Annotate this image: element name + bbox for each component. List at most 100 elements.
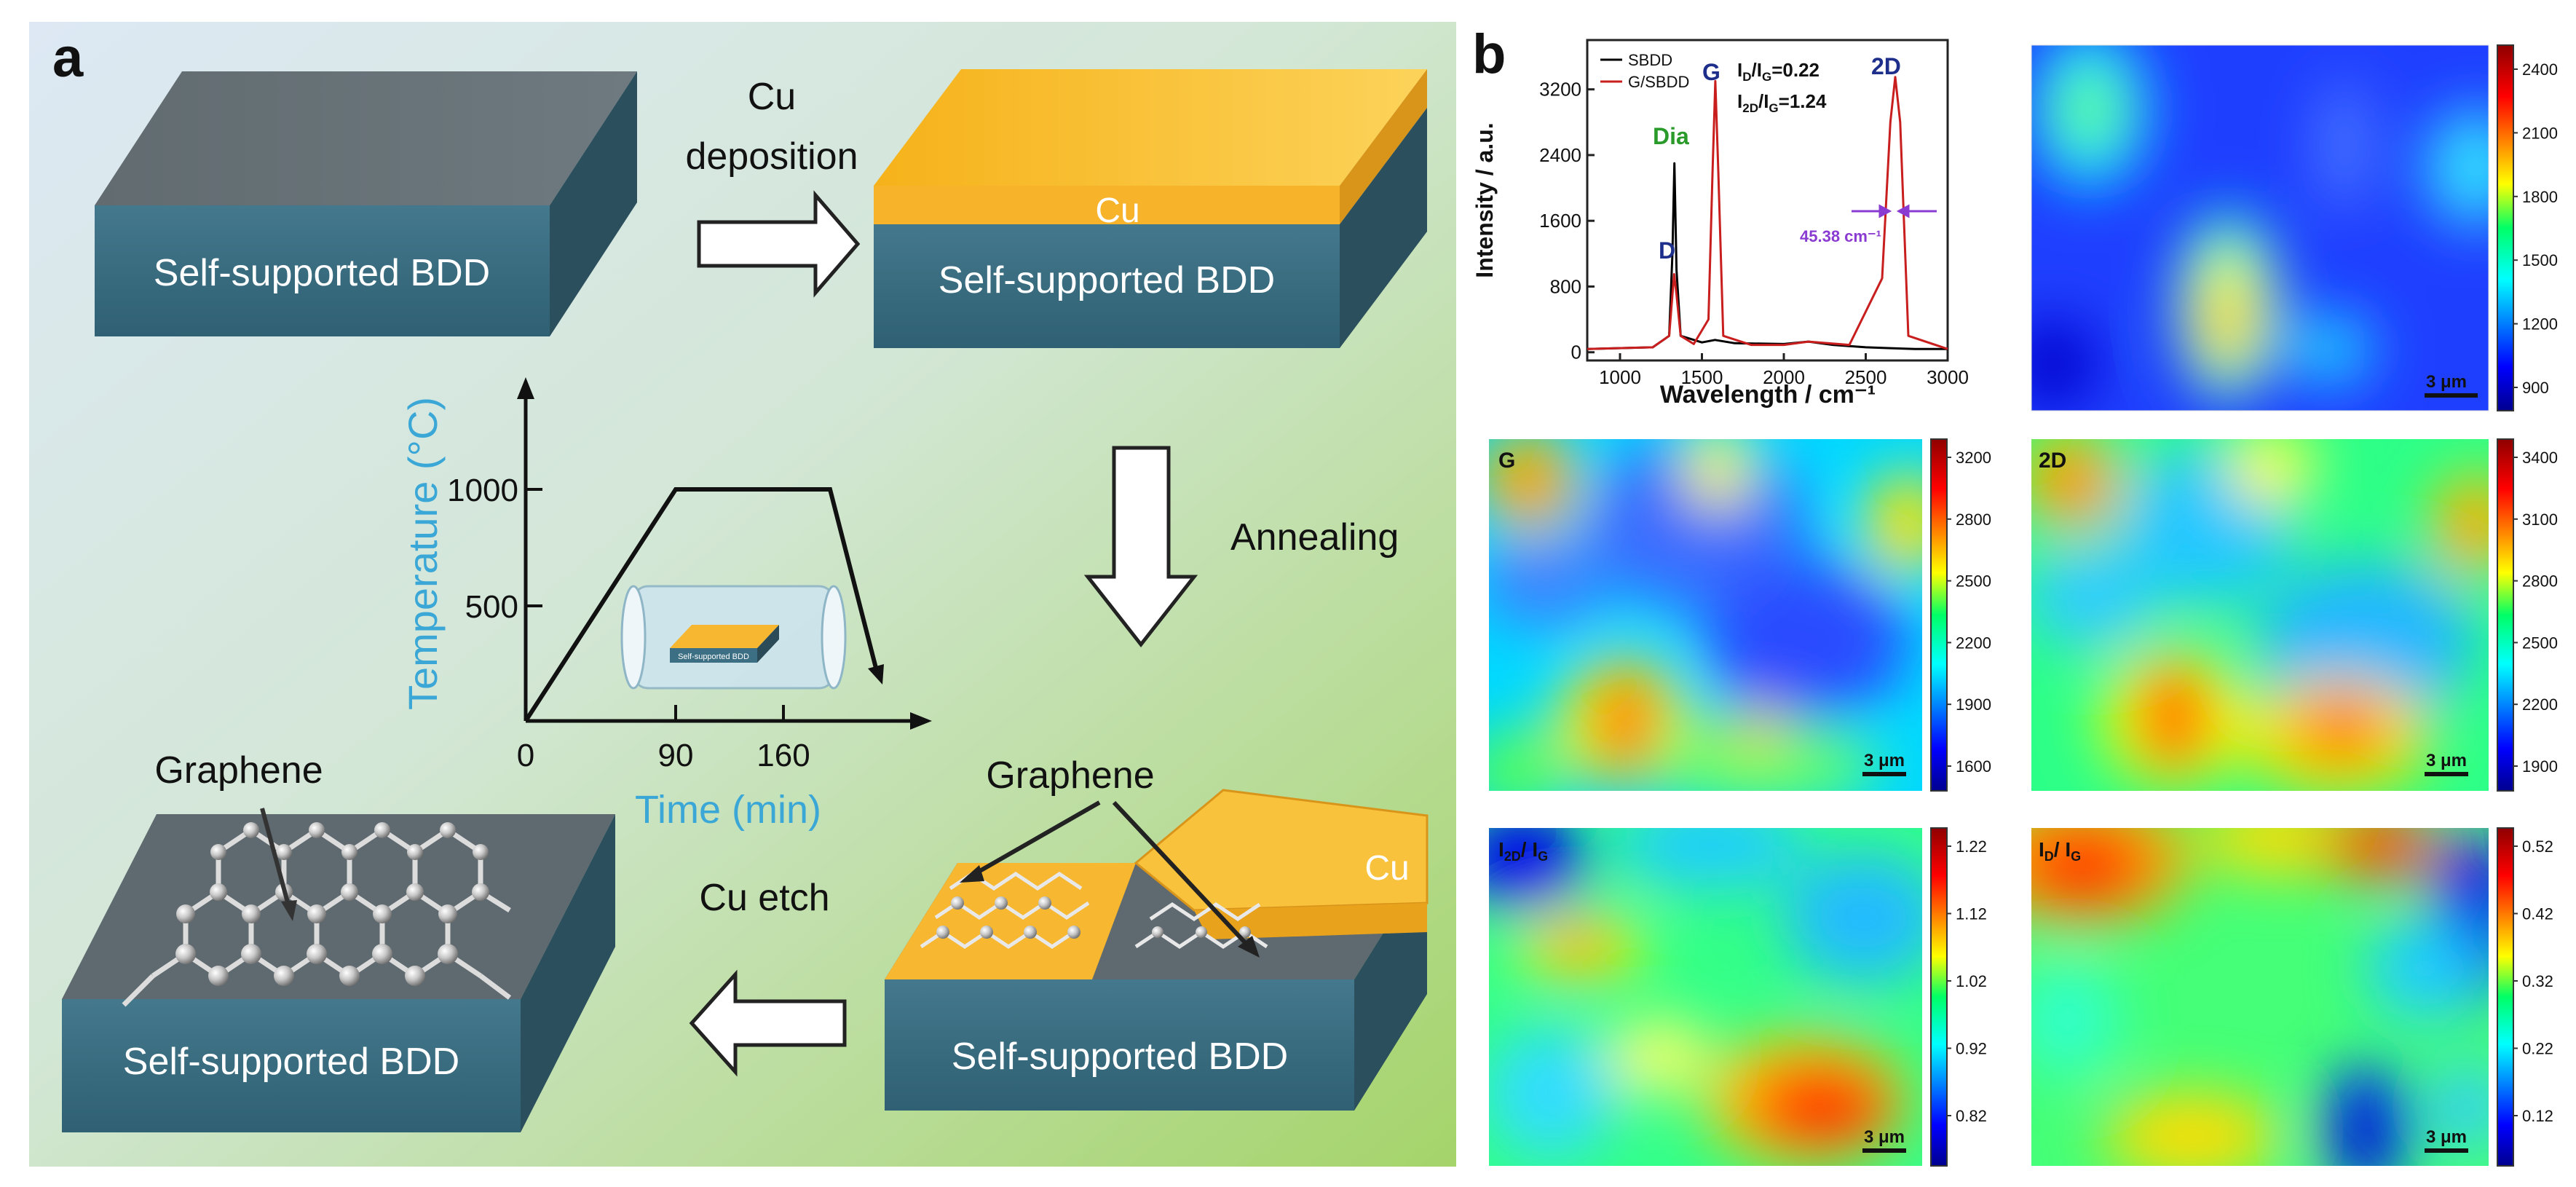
spectrum-ytick-label: 800 — [1550, 275, 1581, 297]
colorbar-tick-label: 2100 — [2522, 124, 2558, 142]
spectrum-ytick-label: 1600 — [1539, 210, 1581, 232]
profile-ylabel: Temperature (°C) — [400, 397, 446, 710]
colorbar-tick-label: 2800 — [1956, 510, 1991, 529]
colorbar-tick-label: 1900 — [1956, 695, 1991, 714]
spectrum-ylabel: Intensity / a.u. — [1471, 122, 1498, 277]
colorbar-tick-label: 2200 — [1956, 634, 1991, 652]
map-i2d-ig-colorbar — [1930, 827, 1948, 1167]
colorbar-tick-label: 1900 — [2522, 757, 2558, 776]
map-id-ig: ID/ IG 3 μm 0.52 0.42 0.32 0.22 0.12 — [2031, 827, 2553, 1167]
spectrum-series-gsbdd — [1587, 76, 1948, 350]
colorbar-tick-label: 2200 — [2522, 695, 2558, 714]
spectrum-ytick-label: 0 — [1571, 342, 1581, 363]
peak-label-dia: Dia — [1653, 123, 1689, 149]
cu-layer-label: Cu — [1095, 192, 1139, 230]
map-g-scale: 3 μm — [1864, 751, 1905, 770]
ratio-id-ig: ID/IG=0.22 — [1737, 59, 1820, 84]
spectrum-ytick-label: 3200 — [1539, 79, 1581, 100]
arrow-etch: Cu etch — [689, 877, 847, 1077]
colorbar-tick-label: 0.12 — [2522, 1107, 2553, 1125]
colorbar-tick-label: 3100 — [2522, 510, 2558, 529]
tube-sample-label: Self-supported BDD — [678, 652, 749, 661]
map-2d-colorbar — [2497, 438, 2514, 792]
profile-ytick-500: 500 — [465, 589, 518, 625]
colorbar-tick-label: 2800 — [2522, 572, 2558, 591]
map-id-ig-label: ID/ IG — [2039, 838, 2081, 864]
arrow-deposition: Cu deposition — [685, 76, 861, 298]
step-annealing: Annealing — [1230, 516, 1399, 559]
tube-furnace: Self-supported BDD — [620, 585, 847, 690]
map-g-label: G — [1498, 449, 1515, 473]
map-top: 3 μm 2400 2100 1800 1500 1200 900 — [2031, 44, 2558, 411]
colorbar-tick-label: 1.12 — [1956, 905, 1987, 923]
spectrum-series — [1587, 76, 1948, 350]
colorbar-tick-label: 1.02 — [1956, 972, 1987, 990]
bdd-block-bottom-right: Graphene Cu Self-supported BDD — [885, 754, 1429, 1111]
fwhm-label: 45.38 cm⁻¹ — [1800, 227, 1881, 245]
panel-b-letter: b — [1472, 23, 1506, 85]
profile-xtick-90: 90 — [658, 738, 694, 773]
panel-a-schematic: a Self-supported BDD Cu deposition Cu Se… — [29, 22, 1456, 1167]
spectrum-xtick-label: 1000 — [1599, 366, 1641, 388]
colorbar-tick-label: 0.92 — [1956, 1040, 1987, 1058]
spectrum-legend: SBDD G/SBDD — [1600, 51, 1689, 91]
map-2d: 2D 3 μm 3400 3100 2800 2500 2200 1900 — [2031, 438, 2558, 792]
map-id-ig-scale: 3 μm — [2426, 1127, 2467, 1147]
peak-label-g: G — [1702, 59, 1720, 85]
panel-a-letter: a — [52, 27, 84, 89]
spectrum-xlabel: Wavelength / cm⁻¹ — [1660, 381, 1876, 409]
colorbar-tick-label: 1200 — [2522, 315, 2558, 334]
spectrum-xtick-label: 2500 — [1845, 366, 1887, 388]
peak-label-d: D — [1659, 237, 1675, 264]
peak-label-2d: 2D — [1871, 53, 1901, 79]
spectrum-ytick-label: 2400 — [1539, 144, 1581, 166]
profile-xtick-160: 160 — [756, 738, 810, 773]
map-top-scale: 3 μm — [2426, 372, 2467, 392]
colorbar-tick-label: 1500 — [2522, 251, 2558, 269]
profile-xlabel: Time (min) — [635, 788, 821, 832]
step-etch: Cu etch — [699, 877, 829, 919]
map-i2d-ig-label: I2D/ IG — [1498, 838, 1548, 864]
colorbar-tick-label: 0.32 — [2522, 972, 2553, 990]
colorbar-tick-label: 900 — [2522, 379, 2549, 397]
ratio-i2d-ig: I2D/IG=1.24 — [1737, 90, 1827, 115]
colorbar-tick-label: 0.82 — [1956, 1107, 1987, 1125]
spectrum-xtick-label: 2000 — [1763, 366, 1805, 388]
map-i2d-ig: I2D/ IG 3 μm 1.22 1.12 1.02 0.92 0.82 — [1489, 827, 1987, 1167]
spectrum-ticks: 1000 1500 2000 2500 3000 0 800 1600 2400 3200 — [1539, 79, 1969, 388]
profile-xtick-0: 0 — [517, 738, 534, 773]
colorbar-tick-label: 0.52 — [2522, 837, 2553, 856]
colorbar-tick-label: 2400 — [2522, 60, 2558, 79]
panel-b-raman: b 1000 1500 2000 2500 3000 0 800 1600 2400 3200 W… — [1471, 23, 2558, 1167]
spectrum-series-sbdd — [1587, 162, 1948, 350]
arrow-annealing: Annealing — [1083, 446, 1399, 648]
bdd-label-top-right: Self-supported BDD — [939, 259, 1275, 301]
colorbar-tick-label: 3400 — [2522, 449, 2558, 467]
map-i2d-ig-scale: 3 μm — [1864, 1127, 1905, 1147]
cu-foil-label: Cu — [1364, 849, 1409, 888]
map-top-colorbar — [2497, 44, 2514, 411]
map-g-colorbar — [1930, 438, 1948, 792]
step-deposition-line1: Cu — [748, 76, 796, 118]
legend-sbdd: SBDD — [1628, 51, 1672, 69]
bdd-block-top-right: Cu Self-supported BDD — [874, 69, 1427, 348]
spectrum-frame — [1586, 39, 1949, 362]
map-2d-scale: 3 μm — [2426, 751, 2467, 770]
colorbar-tick-label: 2500 — [2522, 634, 2558, 652]
colorbar-tick-label: 2500 — [1956, 572, 1991, 591]
raman-spectrum: 1000 1500 2000 2500 3000 0 800 1600 2400 3200 Wav… — [1471, 39, 1969, 409]
map-id-ig-colorbar — [2497, 827, 2514, 1167]
colorbar-tick-label: 1.22 — [1956, 837, 1987, 856]
map-2d-label: 2D — [2039, 449, 2066, 473]
spectrum-xtick-label: 3000 — [1927, 366, 1969, 388]
colorbar-tick-label: 1800 — [2522, 188, 2558, 206]
bdd-label-bottom-right: Self-supported BDD — [952, 1036, 1288, 1078]
colorbar-tick-label: 1600 — [1956, 757, 1991, 776]
graphene-label-right: Graphene — [986, 754, 1154, 797]
bdd-label-bottom-left: Self-supported BDD — [123, 1041, 459, 1083]
temperature-profile: 1000 500 0 90 160 Time (min) Temperature… — [400, 377, 932, 832]
colorbar-tick-label: 0.42 — [2522, 905, 2553, 923]
profile-ytick-1000: 1000 — [447, 473, 518, 508]
bdd-block-bottom-left: Graphene Self-supported BDD — [62, 749, 615, 1132]
